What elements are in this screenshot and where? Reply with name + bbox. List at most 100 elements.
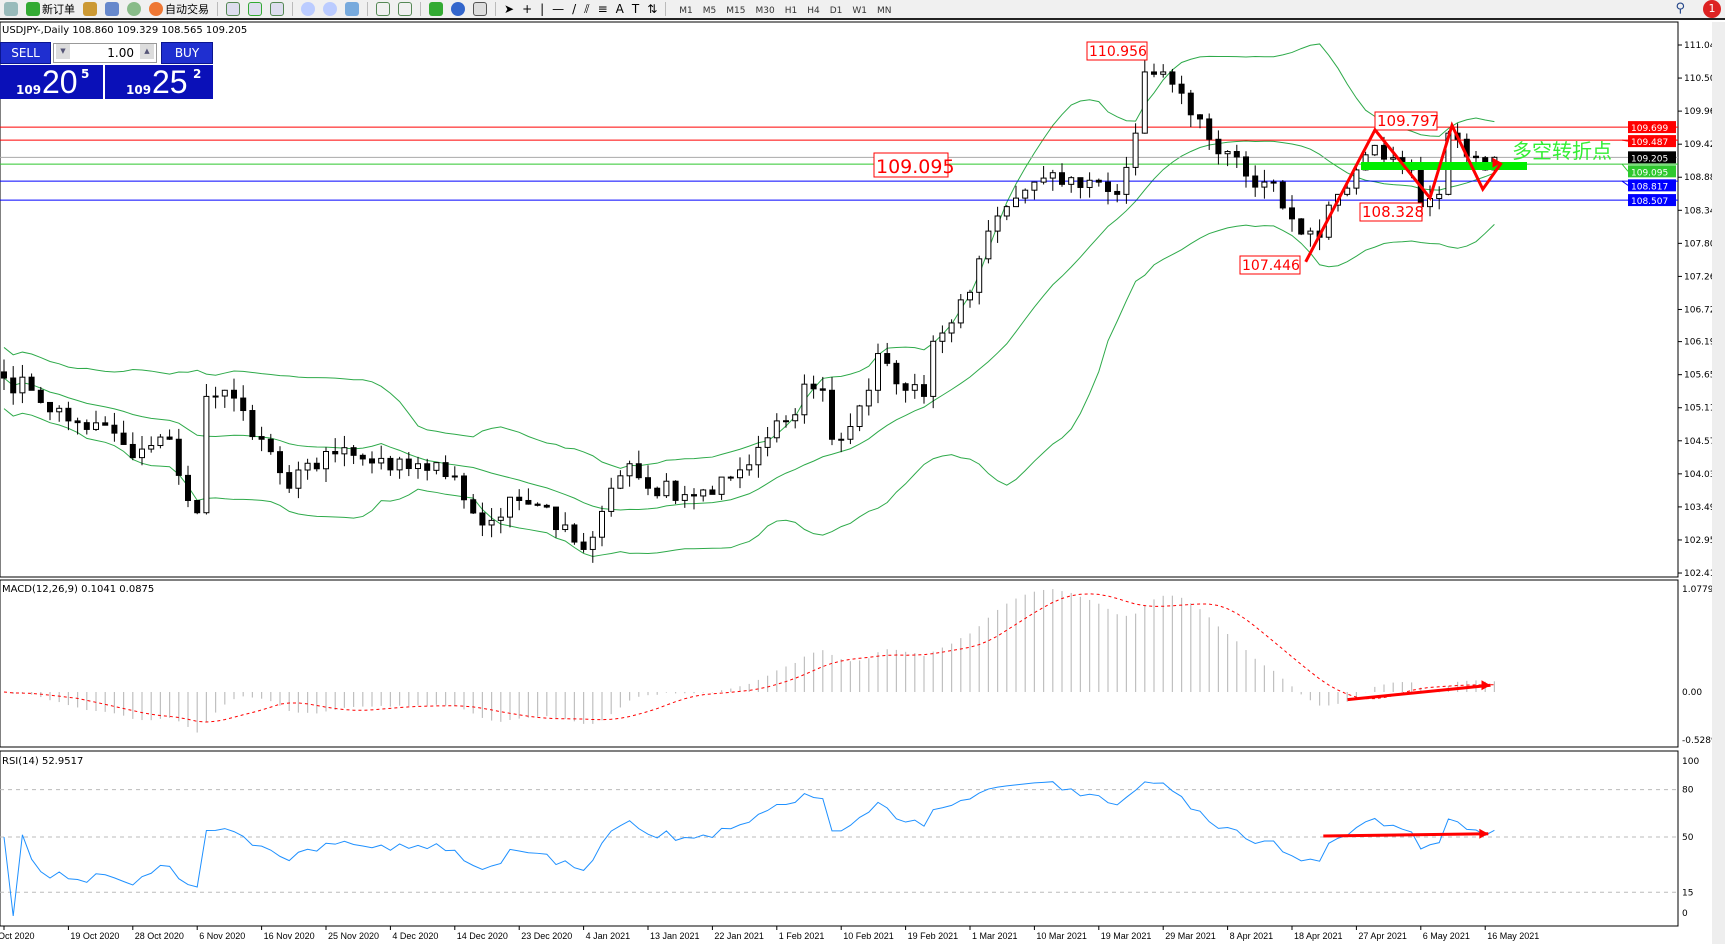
- candle: [1353, 165, 1360, 195]
- macd-arrow[interactable]: [1347, 683, 1491, 702]
- properties-icon[interactable]: [4, 2, 18, 16]
- tile-windows-icon[interactable]: [345, 2, 359, 16]
- zoom-in-icon[interactable]: [301, 2, 315, 16]
- cursor-icon[interactable]: ➤: [504, 2, 515, 16]
- buy-price-pips: 25: [152, 64, 188, 100]
- price-axis-label: 106.195: [1684, 338, 1721, 348]
- zoom-out-icon[interactable]: [323, 2, 337, 16]
- candle: [746, 454, 753, 476]
- market-watch-icon[interactable]: [83, 2, 97, 16]
- candle: [1371, 144, 1378, 157]
- bar-chart-icon[interactable]: [226, 2, 240, 16]
- text-label-icon[interactable]: T: [631, 2, 640, 16]
- notification-badge[interactable]: 1: [1703, 0, 1721, 18]
- auto-scroll-icon[interactable]: [376, 2, 390, 16]
- vertical-line-icon[interactable]: |: [540, 2, 545, 16]
- annotation-box-trough[interactable]: [1359, 202, 1423, 222]
- candlestick-icon[interactable]: [248, 2, 262, 16]
- annotation-box-low[interactable]: [1239, 255, 1301, 275]
- candle: [893, 360, 900, 395]
- candle: [930, 335, 937, 409]
- candle: [838, 432, 845, 453]
- sell-price[interactable]: 109 20 5: [0, 64, 103, 100]
- bollinger-lower: [3, 223, 1495, 557]
- macd-axis-label: 1.0779: [1682, 585, 1714, 595]
- buy-price[interactable]: 109 25 2: [105, 64, 213, 100]
- candle: [1040, 165, 1047, 185]
- candle: [976, 255, 983, 305]
- line-chart-icon[interactable]: [270, 2, 284, 16]
- timeframe-m30[interactable]: M30: [755, 5, 775, 16]
- price-tag-leader: [1621, 139, 1629, 142]
- candle: [691, 488, 697, 510]
- date-axis-label: 13 Jan 2021: [650, 931, 700, 941]
- buy-button[interactable]: BUY: [161, 42, 213, 64]
- candle: [948, 319, 955, 343]
- candle: [1095, 178, 1102, 187]
- candle: [1022, 188, 1029, 204]
- lot-increase-button[interactable]: ▲: [140, 44, 154, 59]
- fibonacci-icon[interactable]: ≡: [597, 2, 608, 16]
- timeframe-m15[interactable]: M15: [726, 5, 746, 16]
- candle: [387, 455, 394, 476]
- lot-decrease-button[interactable]: ▼: [56, 44, 70, 59]
- indicators-icon[interactable]: [429, 2, 443, 16]
- candle: [792, 408, 799, 429]
- navigator-icon[interactable]: [105, 2, 119, 16]
- auto-trading-button[interactable]: 自动交易: [149, 1, 209, 17]
- horizontal-line-icon[interactable]: —: [552, 2, 565, 16]
- pivot-zone-bar[interactable]: [1361, 162, 1527, 170]
- candle: [1335, 193, 1341, 212]
- periods-clock-icon[interactable]: [451, 2, 465, 16]
- candle: [599, 505, 605, 547]
- buy-price-big-figure: 109: [126, 83, 152, 97]
- candle: [1, 359, 7, 390]
- candle: [1463, 133, 1470, 164]
- candle: [1362, 151, 1369, 171]
- price-tag: [1628, 194, 1676, 207]
- price-zigzag-arrow[interactable]: [1304, 121, 1503, 263]
- timeframe-h1[interactable]: H1: [784, 5, 798, 16]
- price-axis-label: 107.260: [1684, 272, 1721, 282]
- crosshair-icon[interactable]: +: [522, 2, 533, 16]
- templates-icon[interactable]: [473, 2, 487, 16]
- candle: [1436, 186, 1443, 210]
- timeframe-m5[interactable]: M5: [702, 5, 717, 16]
- annotation-box-level[interactable]: [873, 152, 949, 178]
- candle: [681, 485, 688, 508]
- candle: [1049, 169, 1056, 191]
- timeframe-h4[interactable]: H4: [807, 5, 820, 16]
- auto-trading-icon: [149, 2, 163, 16]
- timeframe-d1[interactable]: D1: [829, 5, 843, 16]
- channel-icon[interactable]: ⫽: [584, 1, 590, 16]
- signals-icon[interactable]: [127, 2, 141, 16]
- right-scrollbar[interactable]: [1712, 22, 1725, 944]
- timeframe-mn[interactable]: MN: [876, 5, 892, 16]
- candle: [764, 426, 771, 457]
- price-tag-label: 109.487: [1631, 138, 1668, 148]
- candle: [1270, 179, 1277, 192]
- search-icon[interactable]: ⚲: [1675, 1, 1685, 16]
- rsi-axis-label: 80: [1682, 786, 1694, 796]
- trendline-icon[interactable]: /: [572, 2, 577, 16]
- candle: [1252, 165, 1259, 197]
- text-icon[interactable]: A: [615, 2, 624, 16]
- timeframe-w1[interactable]: W1: [852, 5, 867, 16]
- lot-size-input[interactable]: 1.00: [53, 43, 157, 63]
- candle: [967, 289, 973, 308]
- annotation-box-peak[interactable]: [1374, 111, 1438, 131]
- arrows-icon[interactable]: ⇅: [647, 2, 658, 16]
- rsi-arrow-head-icon: [1479, 828, 1489, 839]
- new-order-button[interactable]: 新订单: [26, 1, 75, 17]
- rsi-arrow[interactable]: [1323, 832, 1489, 838]
- sell-button[interactable]: SELL: [0, 42, 51, 64]
- divider: [217, 2, 218, 16]
- annotation-box-high[interactable]: [1086, 41, 1148, 61]
- candle: [635, 450, 642, 480]
- candle: [875, 343, 881, 404]
- chart-shift-icon[interactable]: [398, 2, 412, 16]
- candle: [83, 419, 90, 435]
- candle: [1169, 68, 1176, 93]
- timeframe-m1[interactable]: M1: [679, 5, 693, 16]
